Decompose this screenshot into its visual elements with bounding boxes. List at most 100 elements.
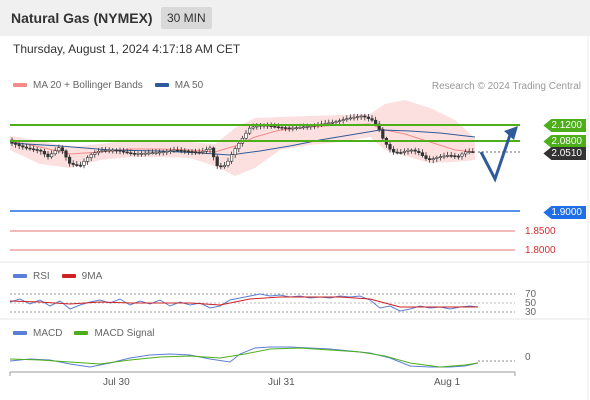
bollinger-swatch bbox=[13, 83, 27, 88]
ma50-swatch bbox=[154, 83, 169, 88]
candle-body bbox=[409, 149, 414, 152]
macd-line bbox=[9, 346, 479, 368]
candle-body bbox=[176, 149, 180, 152]
support-label-2: 1.8000 bbox=[525, 245, 556, 256]
candle-body bbox=[82, 161, 86, 166]
candle-body bbox=[71, 163, 75, 165]
resistance-label-2: 2.1200 bbox=[543, 119, 586, 132]
candle-body bbox=[24, 146, 29, 149]
candle-body bbox=[147, 152, 151, 155]
candle-body bbox=[118, 149, 122, 152]
resistance-label-1: 2.0800 bbox=[543, 135, 586, 148]
candle-body bbox=[460, 153, 464, 157]
candle-body bbox=[456, 155, 461, 158]
candle-body bbox=[276, 126, 281, 129]
macd-signal-swatch bbox=[74, 331, 89, 336]
candle-body bbox=[273, 125, 277, 128]
candle-body bbox=[107, 149, 111, 152]
candle-body bbox=[86, 157, 90, 162]
candle-body bbox=[431, 158, 435, 161]
support-label-1: 1.8500 bbox=[525, 226, 556, 237]
macd-signal-line bbox=[9, 347, 479, 368]
candle-body bbox=[237, 143, 241, 149]
chart-timestamp: Thursday, August 1, 2024 4:17:18 AM CET bbox=[13, 42, 241, 56]
forecast-path bbox=[479, 131, 513, 183]
candle-body bbox=[204, 149, 209, 152]
candle-body bbox=[46, 153, 50, 158]
candle-body bbox=[136, 153, 140, 155]
candle-body bbox=[445, 155, 450, 157]
candle-body bbox=[341, 119, 345, 121]
rsi-legend-label: RSI bbox=[33, 271, 50, 282]
candle-body bbox=[345, 118, 349, 121]
pivot-label: 1.9000 bbox=[543, 206, 586, 219]
candle-body bbox=[140, 152, 144, 155]
rsi-level-30: 30 bbox=[525, 307, 537, 318]
candle-body bbox=[298, 126, 302, 129]
candle-body bbox=[248, 127, 252, 134]
candle-body bbox=[294, 127, 299, 129]
instrument-title: Natural Gas (NYMEX) bbox=[11, 10, 153, 26]
macd-zero-label: 0 bbox=[525, 352, 531, 363]
candle-body bbox=[402, 151, 407, 153]
x-axis-label: Jul 30 bbox=[103, 377, 130, 388]
candle-body bbox=[305, 126, 309, 128]
research-credit: Research © 2024 Trading Central bbox=[431, 81, 581, 92]
candle-body bbox=[68, 156, 72, 164]
candle-body bbox=[226, 160, 230, 166]
candle-body bbox=[165, 150, 169, 153]
candle-body bbox=[35, 149, 39, 151]
candle-body bbox=[219, 165, 223, 168]
rsi-swatch bbox=[13, 274, 27, 279]
candle-body bbox=[125, 151, 129, 154]
candle-body bbox=[427, 158, 432, 161]
candle-body bbox=[179, 149, 183, 152]
rsi-level-70: 70 bbox=[525, 289, 537, 300]
macd-legend: MACD MACD Signal bbox=[13, 328, 154, 339]
candle-body bbox=[388, 144, 392, 150]
candle-body bbox=[370, 118, 374, 121]
candle-body bbox=[283, 127, 288, 129]
candle-body bbox=[352, 116, 356, 119]
rsi-ma-swatch bbox=[61, 274, 76, 279]
candle-body bbox=[111, 149, 115, 152]
x-axis-label: Aug 1 bbox=[434, 377, 461, 388]
candle-body bbox=[363, 115, 367, 118]
macd-signal-legend-label: MACD Signal bbox=[94, 328, 155, 339]
candle-body bbox=[359, 115, 363, 118]
candle-body bbox=[49, 153, 54, 158]
candle-body bbox=[438, 156, 443, 158]
candle-body bbox=[168, 150, 173, 152]
candle-body bbox=[154, 152, 158, 154]
ma20-line bbox=[9, 123, 476, 155]
current-price-label: 2.0510 bbox=[543, 147, 586, 160]
candle-body bbox=[233, 148, 237, 155]
candle-body bbox=[413, 149, 417, 152]
candle-body bbox=[186, 150, 191, 153]
candle-body bbox=[158, 151, 162, 154]
candle-body bbox=[420, 152, 425, 156]
candle-body bbox=[330, 122, 335, 124]
timeframe-selector[interactable]: 30 MIN bbox=[161, 7, 212, 29]
candle-body bbox=[222, 165, 227, 168]
candle-body bbox=[172, 149, 176, 152]
candle-body bbox=[373, 119, 378, 125]
candle-body bbox=[194, 151, 198, 153]
candle-body bbox=[287, 127, 291, 130]
candle-body bbox=[463, 151, 468, 155]
candle-body bbox=[435, 157, 439, 159]
candle-body bbox=[64, 150, 68, 158]
candle-body bbox=[100, 150, 104, 152]
candle-body bbox=[215, 156, 219, 167]
candle-body bbox=[201, 150, 205, 153]
macd-legend-label: MACD bbox=[33, 328, 63, 339]
candle-body bbox=[197, 151, 201, 154]
candle-body bbox=[381, 129, 385, 139]
candle-body bbox=[14, 142, 18, 145]
candle-body bbox=[212, 147, 216, 158]
candle-body bbox=[244, 132, 248, 139]
price-legend: MA 20 + Bollinger Bands MA 50 bbox=[13, 80, 203, 91]
candle-body bbox=[442, 155, 446, 158]
candle-body bbox=[114, 149, 118, 152]
candle-body bbox=[424, 155, 428, 159]
